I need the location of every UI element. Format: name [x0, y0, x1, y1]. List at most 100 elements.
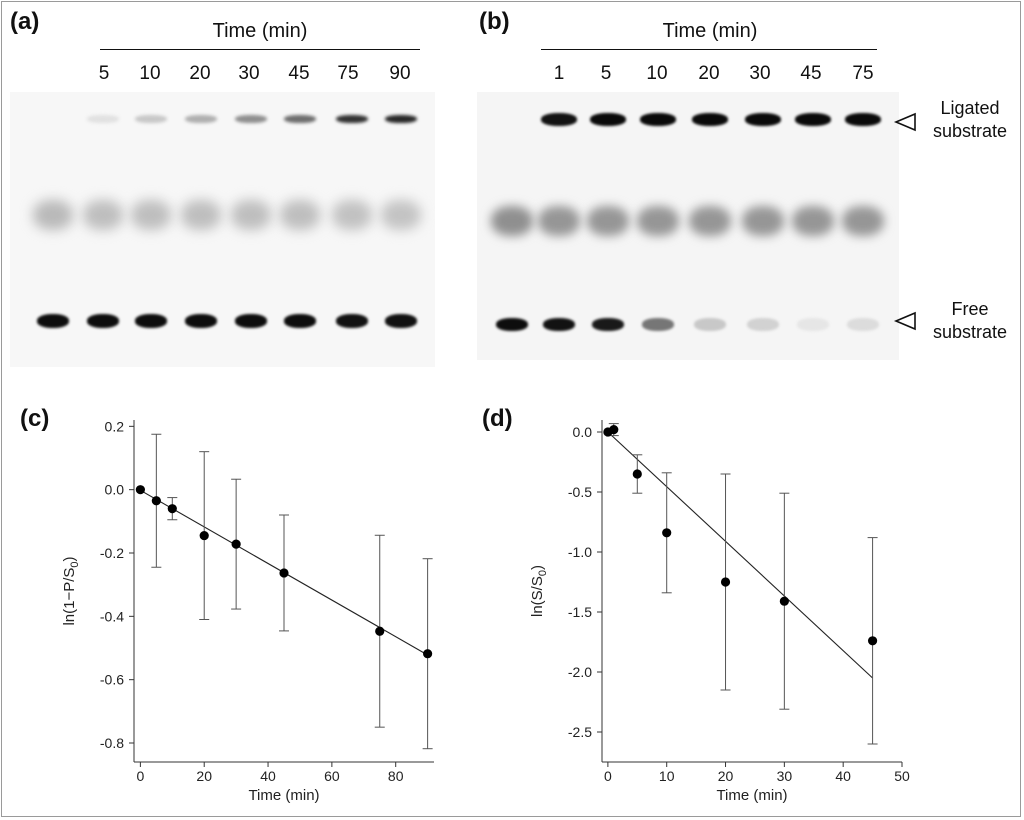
- y-tick-label: -0.5: [568, 484, 592, 500]
- middle-band: [587, 206, 629, 236]
- y-tick-label: 0.0: [105, 482, 125, 498]
- data-point: [632, 469, 642, 479]
- lane-label: 30: [238, 63, 260, 84]
- panel-a-time-rule: [100, 49, 420, 50]
- data-point: [135, 485, 145, 495]
- ligated-band: [385, 115, 417, 123]
- free-band: [797, 317, 829, 331]
- free-band: [185, 314, 217, 328]
- free-band: [694, 317, 726, 331]
- data-point: [662, 528, 672, 538]
- x-tick-label: 50: [894, 768, 910, 784]
- middle-band: [538, 206, 580, 236]
- free-band: [642, 317, 674, 331]
- free-band: [235, 314, 267, 328]
- lane-label: 20: [189, 63, 211, 84]
- free-band: [37, 314, 69, 328]
- chart-d: 0 10 20 30 40 50 0.0 -0.5 -1.0 -1.5 -2.0 -2.5 Time (…: [529, 420, 910, 804]
- lane-label: 75: [852, 63, 874, 84]
- free-band: [135, 314, 167, 328]
- ligated-band: [135, 115, 167, 123]
- data-point: [867, 636, 878, 646]
- ligated-band: [692, 112, 728, 126]
- chart-c: 0 20 40 60 80 0.2 0.0 -0.2 -0.4 -0.6 -0.8 Time (min…: [61, 418, 434, 804]
- free-band: [496, 317, 528, 331]
- x-axis-label: Time (min): [716, 787, 787, 804]
- middle-band: [637, 206, 679, 236]
- data-point: [609, 425, 619, 435]
- middle-band: [842, 206, 884, 236]
- middle-band: [33, 200, 73, 230]
- data-point: [779, 596, 789, 606]
- free-band: [87, 314, 119, 328]
- y-tick-label: -0.4: [100, 608, 124, 624]
- y-tick-label: -2.0: [568, 664, 592, 680]
- data-point: [167, 504, 177, 514]
- middle-band: [131, 200, 171, 230]
- ligated-label-line2: substrate: [932, 121, 1008, 141]
- lane-label: 5: [600, 63, 612, 84]
- lane-label: 90: [389, 63, 411, 84]
- gel-image-b: [477, 92, 899, 360]
- middle-band: [181, 200, 221, 230]
- panel-a-time-title: Time (min): [212, 20, 308, 42]
- lane-label: 75: [337, 63, 359, 84]
- middle-band: [792, 206, 834, 236]
- free-label-line2: substrate: [932, 322, 1008, 342]
- y-tick-label: -1.0: [568, 544, 592, 560]
- free-band: [847, 317, 879, 331]
- y-tick-label: -0.6: [100, 672, 124, 688]
- panel-d-letter: (d): [482, 405, 513, 432]
- y-axis-label: ln(S/S0): [529, 565, 549, 617]
- y-tick-label: -0.2: [100, 545, 124, 561]
- middle-band: [280, 200, 320, 230]
- free-substrate-label: Free substrate: [915, 298, 1024, 344]
- y-tick-label: -0.8: [100, 735, 124, 751]
- data-point: [151, 496, 161, 506]
- y-tick-label: -1.5: [568, 604, 592, 620]
- lane-label: 30: [749, 63, 771, 84]
- middle-band: [231, 200, 271, 230]
- ligated-substrate-label: Ligated substrate: [915, 97, 1024, 143]
- ligated-marker-arrow-icon: [893, 112, 916, 132]
- x-tick-label: 60: [324, 768, 340, 784]
- ligated-band: [541, 112, 577, 126]
- y-tick-label: 0.0: [573, 424, 593, 440]
- ligated-band: [795, 112, 831, 126]
- free-band: [747, 317, 779, 331]
- data-point: [423, 649, 433, 659]
- x-tick-label: 80: [388, 768, 404, 784]
- x-tick-label: 20: [718, 768, 734, 784]
- lane-label: 20: [698, 63, 720, 84]
- data-point: [375, 626, 385, 636]
- panel-b-letter: (b): [479, 8, 510, 35]
- ligated-band: [745, 112, 781, 126]
- ligated-band: [284, 115, 316, 123]
- data-point: [279, 568, 289, 578]
- ligated-band: [640, 112, 676, 126]
- ligated-band: [87, 115, 119, 123]
- y-tick-label: -2.5: [568, 724, 592, 740]
- free-band: [543, 317, 575, 331]
- ligated-band: [845, 112, 881, 126]
- gel-image-a: [10, 92, 435, 367]
- x-tick-label: 0: [604, 768, 612, 784]
- x-tick-label: 20: [196, 768, 212, 784]
- x-tick-label: 40: [260, 768, 276, 784]
- panel-b-time-title: Time (min): [662, 20, 758, 42]
- lane-label: 45: [288, 63, 310, 84]
- ligated-band: [185, 115, 217, 123]
- x-tick-label: 0: [136, 768, 144, 784]
- free-band: [336, 314, 368, 328]
- lane-label: 10: [646, 63, 668, 84]
- x-axis-label: Time (min): [248, 787, 319, 804]
- ligated-label-line1: Ligated: [940, 98, 1000, 118]
- ligated-band: [336, 115, 368, 123]
- middle-band: [742, 206, 784, 236]
- x-tick-label: 40: [835, 768, 851, 784]
- fit-line: [607, 431, 873, 679]
- lane-label: 45: [800, 63, 822, 84]
- middle-band: [381, 200, 421, 230]
- free-marker-arrow-icon: [893, 311, 916, 331]
